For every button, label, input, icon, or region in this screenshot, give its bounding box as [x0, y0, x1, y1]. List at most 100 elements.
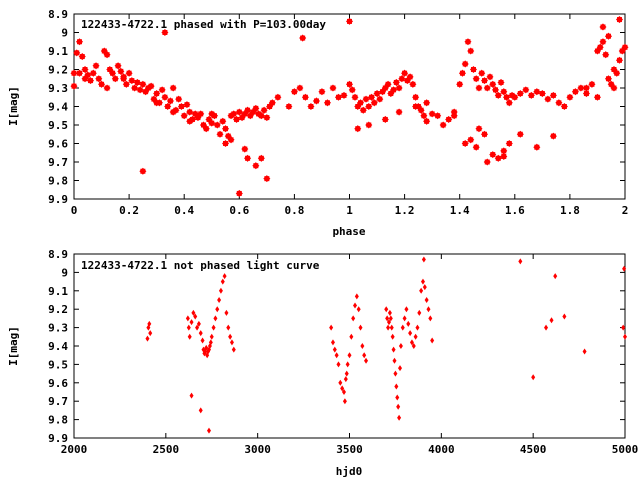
top-data-point — [75, 38, 84, 46]
bottom-data-point — [384, 306, 389, 313]
top-data-point — [497, 78, 505, 86]
top-data-point — [260, 106, 268, 114]
top-data-point — [604, 75, 613, 83]
bottom-data-point — [562, 313, 567, 320]
bottom-data-point — [386, 319, 391, 326]
top-data-point — [133, 78, 141, 86]
top-data-point — [516, 90, 524, 98]
top-data-point — [70, 82, 78, 90]
bottom-ytick-label: 9.3 — [48, 322, 68, 335]
top-data-point — [285, 102, 293, 111]
bottom-ytick-label: 9.1 — [48, 285, 68, 298]
top-data-point — [480, 77, 489, 85]
top-data-point — [456, 80, 464, 88]
top-data-point — [263, 175, 271, 183]
bottom-data-point — [424, 297, 429, 303]
bottom-data-point — [549, 317, 554, 324]
bottom-data-point — [388, 315, 393, 322]
bottom-data-point — [342, 398, 347, 405]
bottom-data-point — [343, 376, 348, 383]
top-data-point — [139, 80, 147, 88]
top-ytick-label: 9.7 — [48, 156, 68, 169]
top-data-point — [392, 78, 400, 86]
bottom-data-point — [398, 343, 403, 349]
bottom-data-point — [351, 315, 356, 322]
top-data-point — [423, 99, 431, 107]
top-data-point — [613, 69, 621, 77]
bottom-data-point — [356, 306, 361, 313]
bottom-data-point — [408, 330, 413, 337]
bottom-xtick-label: 3000 — [244, 443, 271, 456]
top-data-point — [502, 93, 511, 101]
bottom-ytick-label: 9.9 — [48, 432, 68, 445]
top-data-point — [257, 154, 265, 162]
top-data-point — [615, 16, 624, 24]
top-data-point — [409, 80, 417, 88]
top-plot-frame — [73, 13, 626, 200]
top-ytick-label: 9.5 — [48, 119, 68, 132]
top-data-point — [73, 49, 81, 57]
top-xtick-label: 1.8 — [560, 204, 580, 217]
bottom-plot-frame — [73, 253, 626, 439]
top-data-point — [549, 91, 557, 99]
top-data-point — [147, 82, 155, 90]
top-xtick-label: 1.6 — [505, 204, 525, 217]
top-ytick-label: 9 — [61, 27, 68, 40]
bottom-data-point — [622, 265, 627, 272]
bottom-ytick-label: 9 — [61, 266, 68, 279]
top-ytick-label: 9.2 — [48, 64, 68, 77]
bottom-xtick-label: 4500 — [520, 443, 547, 456]
top-data-point — [491, 86, 500, 94]
top-data-point — [420, 112, 428, 120]
bottom-data-point — [189, 392, 194, 399]
bottom-data-point — [422, 284, 427, 291]
top-data-point — [610, 84, 618, 92]
bottom-data-point — [213, 315, 218, 322]
bottom-data-point — [208, 339, 213, 346]
bottom-xtick-label: 2000 — [61, 443, 88, 456]
top-data-point — [153, 99, 161, 107]
top-data-point — [81, 65, 89, 74]
top-data-point — [464, 38, 472, 46]
bottom-ytick-label: 9.2 — [48, 303, 68, 316]
top-data-point — [538, 90, 546, 98]
bottom-data-point — [145, 335, 150, 342]
bottom-data-point — [195, 324, 200, 331]
top-data-point — [186, 108, 194, 116]
top-data-point — [139, 167, 147, 175]
top-data-point — [469, 65, 478, 74]
top-data-point — [533, 143, 541, 151]
top-data-point — [78, 53, 86, 61]
top-ytick-label: 9.9 — [48, 193, 68, 206]
bottom-data-point — [334, 352, 339, 359]
top-data-point — [98, 80, 106, 88]
top-ytick-label: 9.1 — [48, 45, 68, 58]
top-data-point — [549, 132, 557, 140]
top-data-point — [522, 86, 530, 94]
bottom-data-point — [215, 306, 220, 313]
bottom-data-point — [200, 337, 205, 344]
top-data-point — [117, 67, 125, 75]
top-data-point — [533, 88, 541, 96]
top-data-point — [439, 121, 447, 129]
top-data-point — [428, 110, 436, 118]
bottom-data-point — [391, 346, 396, 353]
top-data-point — [602, 51, 610, 59]
top-data-point — [373, 90, 381, 98]
top-data-point — [274, 93, 282, 101]
top-chart-title: 122433-4722.1 phased with P=103.00day — [81, 18, 326, 31]
bottom-data-point — [191, 309, 196, 316]
top-data-point — [461, 60, 469, 68]
bottom-data-point — [397, 414, 402, 421]
top-xtick-label: 1 — [346, 204, 353, 217]
top-data-point — [417, 106, 425, 114]
top-data-point — [301, 93, 309, 101]
bottom-data-point — [420, 278, 425, 285]
top-data-point — [582, 84, 590, 92]
top-data-point — [376, 95, 384, 103]
bottom-data-point — [419, 287, 424, 294]
top-data-point — [467, 47, 475, 55]
bottom-data-point — [147, 320, 152, 327]
top-data-point — [70, 69, 78, 77]
